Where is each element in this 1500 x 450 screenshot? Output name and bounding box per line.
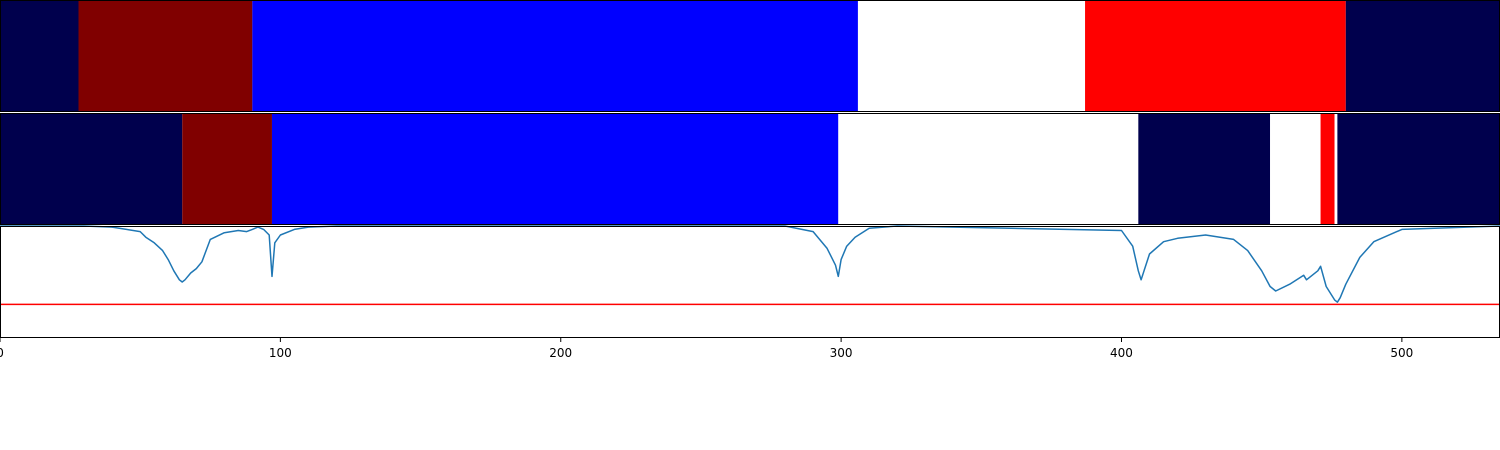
segmentation-panel-top <box>0 0 1500 112</box>
segment-1-0 <box>0 113 182 225</box>
segment-0-4 <box>1085 0 1346 112</box>
segment-0-1 <box>79 0 253 112</box>
segment-1-5 <box>1270 113 1320 225</box>
x-tick-label: 200 <box>549 346 572 360</box>
segment-0-0 <box>0 0 79 112</box>
segmentation-panel-middle <box>0 113 1500 225</box>
segment-1-6 <box>1321 113 1335 225</box>
x-tick-label: 100 <box>269 346 292 360</box>
x-axis: 0 100 200 300 400 500 <box>0 338 1413 360</box>
segment-1-1 <box>182 113 272 225</box>
segment-1-3 <box>838 113 1138 225</box>
line-panel-bottom <box>0 226 1500 304</box>
segment-1-7 <box>1335 113 1338 225</box>
x-tick-label: 0 <box>0 346 4 360</box>
segment-0-2 <box>252 0 858 112</box>
x-tick-label: 500 <box>1390 346 1413 360</box>
segment-1-4 <box>1138 113 1270 225</box>
segment-0-3 <box>858 0 1085 112</box>
panel-frame-2 <box>1 227 1500 338</box>
segment-1-8 <box>1337 113 1500 225</box>
x-tick-label: 400 <box>1110 346 1133 360</box>
series-line <box>0 226 1500 302</box>
x-tick-label: 300 <box>830 346 853 360</box>
segment-0-5 <box>1346 0 1500 112</box>
segment-1-2 <box>272 113 838 225</box>
